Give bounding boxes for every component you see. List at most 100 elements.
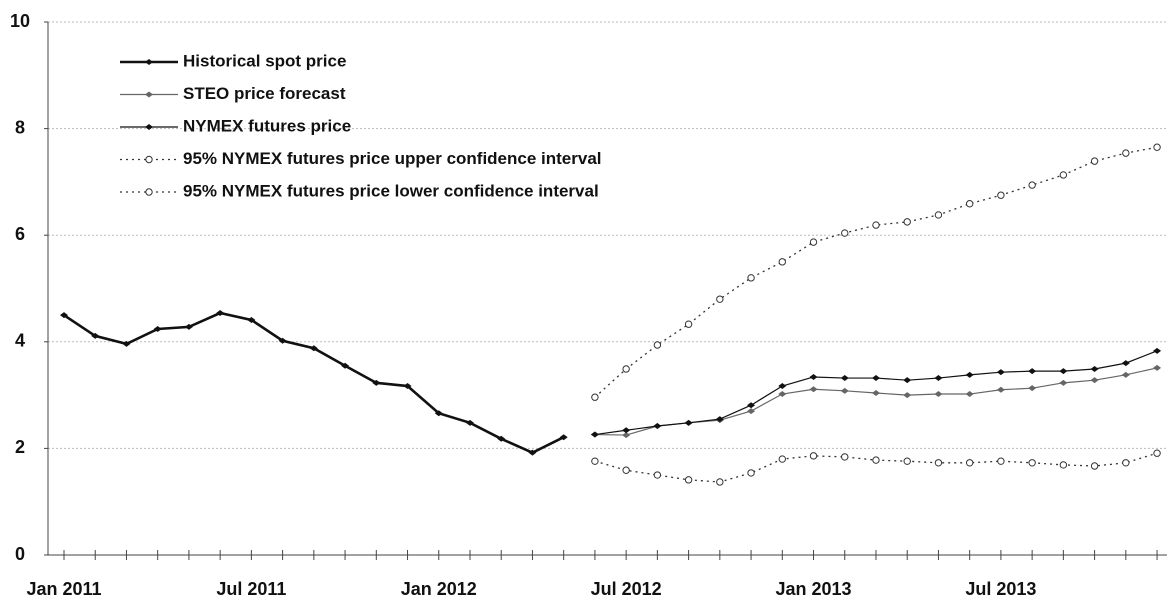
point	[122, 340, 131, 347]
point	[841, 453, 849, 461]
point	[778, 383, 787, 390]
point	[591, 457, 599, 465]
point	[809, 373, 818, 380]
series-line	[63, 311, 565, 455]
point	[965, 200, 974, 208]
point	[841, 229, 849, 237]
point	[1090, 377, 1099, 384]
legend-label: 95% NYMEX futures price lower confidence…	[183, 181, 599, 200]
point	[809, 386, 818, 393]
point	[778, 391, 787, 398]
point	[1090, 157, 1099, 165]
legend-label: 95% NYMEX futures price upper confidence…	[183, 149, 602, 168]
point	[559, 434, 568, 441]
point	[903, 392, 912, 399]
point	[1153, 347, 1162, 354]
point	[965, 459, 974, 467]
legend-label: Historical spot price	[183, 51, 346, 70]
point	[1059, 461, 1068, 469]
point	[1028, 385, 1037, 392]
x-tick-label: Jul 2013	[965, 579, 1036, 599]
point	[341, 362, 350, 369]
point	[997, 191, 1005, 199]
point	[1090, 365, 1099, 372]
point	[372, 379, 381, 386]
series-line	[594, 146, 1158, 398]
x-tick-label: Jul 2011	[216, 579, 286, 599]
x-tick-label: Jan 2012	[401, 579, 477, 599]
y-tick-label: 4	[15, 331, 25, 351]
point	[622, 466, 630, 474]
point	[684, 476, 693, 484]
x-tick-label: Jul 2012	[591, 579, 662, 599]
point	[872, 456, 880, 464]
point	[903, 457, 911, 465]
point	[622, 365, 630, 373]
point	[403, 383, 412, 390]
point	[1121, 371, 1130, 378]
x-tick-label: Jan 2011	[26, 579, 101, 599]
y-tick-label: 2	[15, 437, 25, 457]
point	[1028, 368, 1037, 375]
point	[434, 410, 443, 417]
point	[934, 211, 943, 219]
legend-marker	[145, 59, 153, 65]
y-tick-label: 6	[15, 224, 25, 244]
point	[747, 408, 756, 415]
point	[903, 377, 912, 384]
point	[840, 387, 849, 394]
point	[591, 393, 599, 401]
legend-marker	[145, 188, 153, 196]
point	[653, 341, 662, 349]
point	[622, 432, 631, 439]
point	[934, 375, 943, 382]
point	[840, 375, 849, 382]
point	[309, 345, 318, 352]
point	[778, 258, 786, 266]
point	[184, 323, 193, 330]
point	[1153, 449, 1161, 457]
point	[622, 427, 631, 434]
point	[653, 471, 662, 479]
point	[216, 310, 225, 317]
point	[1028, 181, 1036, 189]
y-tick-label: 8	[15, 117, 25, 137]
point	[278, 337, 287, 344]
point	[528, 449, 537, 456]
legend-label: STEO price forecast	[183, 84, 346, 103]
point	[747, 469, 755, 477]
point	[1059, 171, 1068, 179]
point	[996, 386, 1005, 393]
point	[247, 316, 256, 323]
point	[1121, 360, 1130, 367]
point	[871, 389, 880, 396]
point	[809, 238, 818, 246]
point	[934, 459, 943, 467]
point	[1122, 459, 1130, 467]
point	[996, 369, 1005, 376]
point	[465, 419, 474, 426]
point	[91, 332, 100, 339]
point	[60, 312, 68, 319]
point	[872, 221, 880, 229]
point	[653, 423, 662, 430]
y-tick-label: 0	[15, 544, 25, 564]
point	[590, 431, 599, 438]
y-tick-label: 10	[10, 11, 30, 31]
legend-label: NYMEX futures price	[183, 116, 351, 135]
point	[934, 391, 943, 398]
point	[153, 326, 162, 333]
point	[778, 455, 786, 463]
legend: Historical spot price STEO price forecast…	[120, 51, 602, 200]
point	[1059, 368, 1068, 375]
legend-marker	[145, 155, 153, 164]
legend-marker	[145, 91, 153, 98]
point	[747, 274, 755, 282]
legend-marker	[145, 124, 153, 130]
point	[965, 371, 974, 378]
point	[809, 452, 818, 460]
point	[497, 435, 506, 442]
point	[1028, 459, 1036, 467]
